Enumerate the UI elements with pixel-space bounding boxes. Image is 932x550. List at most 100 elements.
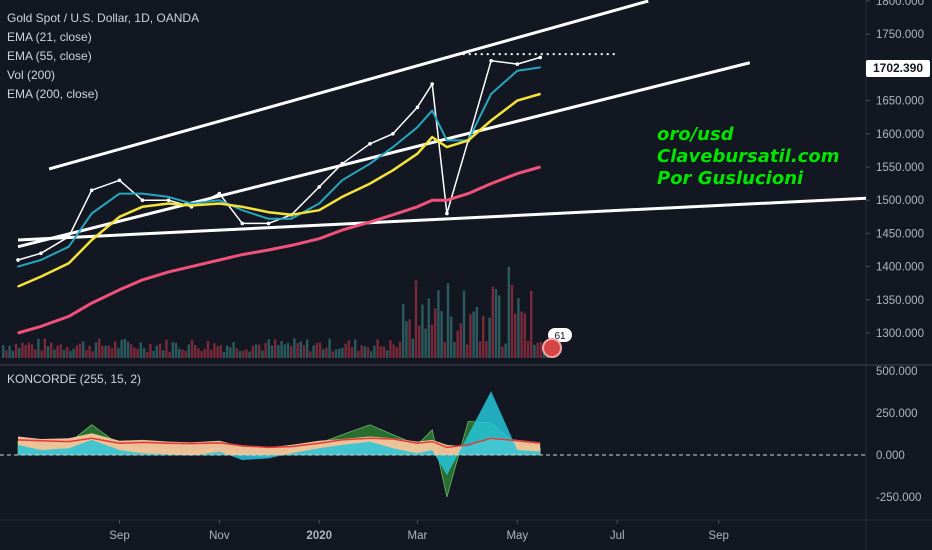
price-point [16,258,20,262]
volume-bar [290,345,293,358]
volume-bar [507,266,510,358]
volume-bar [107,345,110,358]
volume-bar [139,342,142,358]
ema200-point [67,315,70,318]
ema21-point [318,202,321,205]
volume-bar [142,348,146,358]
flag-icon [542,338,562,358]
ema55-point [290,214,293,216]
volume-bar [466,344,469,358]
volume-bar [331,351,334,358]
volume-bar [344,343,347,358]
volume-bar [11,350,14,358]
volume-bar [34,349,37,358]
volume-bar [520,311,523,358]
volume-bar [72,348,75,358]
volume-bar [446,283,450,358]
volume-bar [453,341,456,358]
volume-bar [94,342,98,358]
price-point [415,105,420,110]
ema55-point [241,206,244,208]
volume-bar [50,342,53,358]
volume-bar [504,343,507,358]
volume-bar [510,284,514,358]
ema21-point [369,162,371,165]
volume-bar [267,339,270,358]
volume-bar [82,341,85,358]
volume-bar [389,340,392,358]
ema21-point [416,126,419,128]
volume-bar [347,340,350,358]
osc-y-tick-label: 250.000 [876,408,918,420]
ema21-point [341,179,343,182]
y-tick-label: 1500.000 [876,195,924,207]
price-point [217,191,222,196]
volume-bar [222,351,226,358]
price-point [368,141,372,146]
ema55-point [539,93,542,95]
volume-bar [334,349,338,358]
volume-bar [315,342,318,358]
volume-bar [88,345,91,358]
volume-bar [43,338,46,358]
trendline-3 [17,196,867,242]
volume-bar [242,350,245,358]
ema55-point [17,285,19,288]
volume-bar [363,346,366,358]
volume-bar [203,348,206,358]
volume-bar [277,345,280,358]
volume-bar [296,342,299,358]
ema21-point [392,146,394,148]
volume-bar [187,344,190,358]
x-tick-label: May [506,530,528,542]
ema21-point [490,93,492,95]
y-tick-label: 1350.000 [876,295,924,307]
volume-bar [398,341,402,358]
price-point [240,221,245,226]
volume-bar [59,344,62,358]
volume-bars [2,266,549,358]
volume-bar [200,351,203,358]
volume-bar [235,348,238,358]
volume-bar [539,341,542,358]
ema200-point [290,244,293,247]
volume-bar [523,313,526,358]
annotation-line3: Por Guslucioni [657,168,804,189]
ema200-point [190,265,193,268]
ema55-point [40,275,42,278]
volume-bar [248,351,251,358]
price-point [489,58,493,63]
volume-bar [418,325,421,358]
ema21-point [90,212,93,215]
price-point [266,221,271,226]
ema21-point [67,245,70,248]
volume-bar [190,340,194,358]
volume-bar [379,346,382,358]
volume-bar [40,350,43,358]
volume-bar [341,347,344,358]
volume-bar [450,316,453,358]
volume-bar [117,348,120,358]
ema55-point [267,211,270,213]
volume-bar [56,345,59,358]
ema21-point [446,139,448,142]
legend-ema55: EMA (55, close) [7,49,92,63]
ema200-point [446,199,448,201]
ema200-point [318,237,321,240]
volume-bar [427,298,430,358]
ema200-point [218,259,221,261]
volume-bar [395,347,398,358]
ema21-point [190,202,193,205]
volume-bar [338,348,341,358]
volume-bar [18,348,21,358]
ema200-point [90,302,93,304]
volume-bar [219,345,222,358]
volume-bar [85,350,88,358]
volume-bar [66,347,69,358]
volume-bar [312,345,315,358]
y-tick-label: 1550.000 [876,162,924,174]
volume-bar [536,342,539,358]
volume-bar [181,349,184,358]
volume-badge-label: 61 [554,331,566,342]
